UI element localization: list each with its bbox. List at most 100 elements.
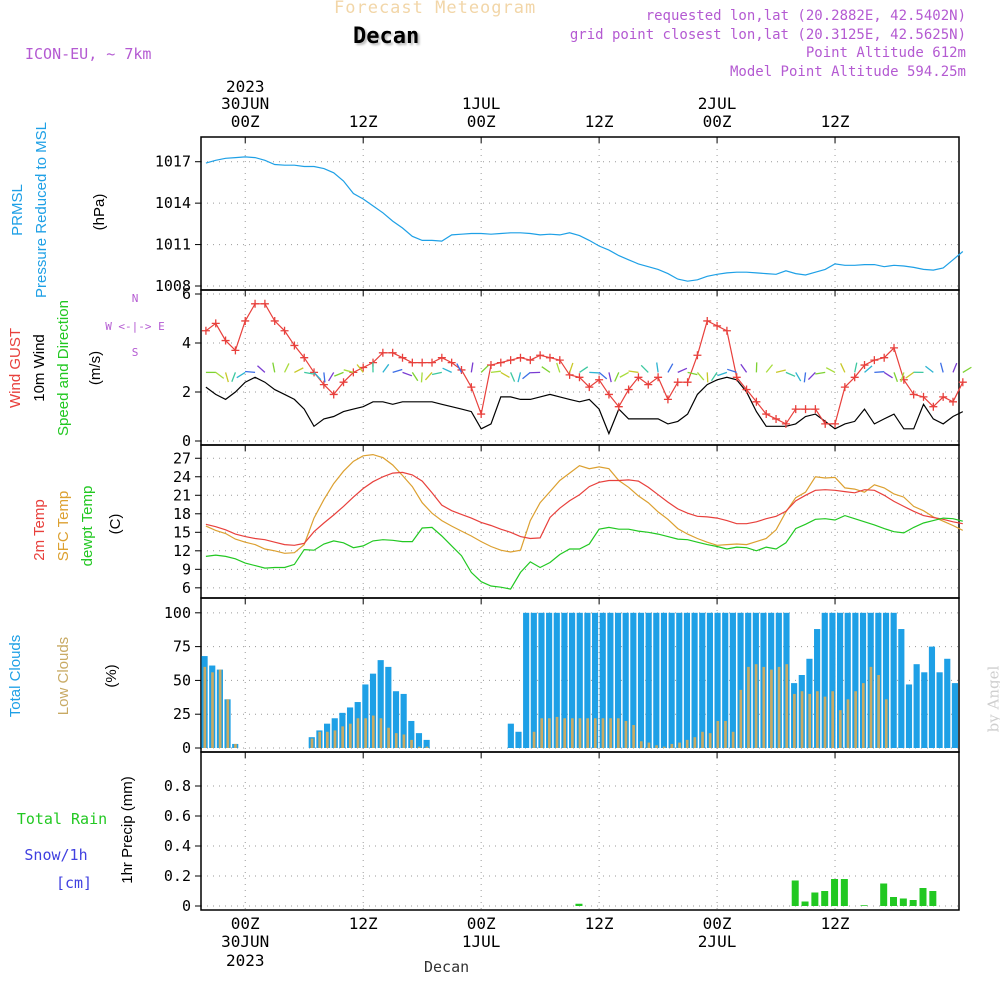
wind-arrow (411, 372, 419, 382)
wind-speed-dir-label: Speed and Direction (55, 300, 72, 436)
gust-marker (644, 380, 653, 389)
wind-arrow (470, 362, 474, 373)
gust-marker (457, 365, 466, 374)
total-cloud-bar (890, 612, 897, 748)
snow-label: Snow/1h (24, 846, 87, 864)
total-cloud-bar (898, 629, 905, 748)
gust-marker (958, 378, 967, 387)
point-altitude: Point Altitude 612m (805, 45, 966, 61)
total-cloud-bar (722, 612, 729, 748)
low-cloud-bar (639, 741, 643, 748)
snow-unit-label: [cm] (56, 874, 92, 892)
wind-arrow (424, 371, 433, 381)
total-cloud-bar (538, 612, 545, 748)
wind-arrow (431, 371, 442, 376)
low-cloud-bar (678, 742, 681, 748)
total-rain-label: Total Rain (17, 810, 107, 828)
gust-marker (732, 373, 741, 382)
temp-dewpt-label: dewpt Temp (79, 486, 96, 567)
gust-marker (673, 378, 682, 387)
compass-we: W <-|-> E (105, 320, 165, 333)
total-cloud-bar (362, 684, 369, 748)
low-cloud-bar (394, 733, 398, 748)
bottom-hour-label: 12Z (349, 914, 378, 933)
wind-arrow (765, 364, 774, 373)
low-cloud-bar (341, 726, 344, 748)
precip-bar (899, 898, 907, 906)
total-cloud-bar (637, 612, 645, 748)
total-cloud-bar (859, 612, 867, 748)
bottom-date-label: 2JUL (698, 932, 737, 951)
total-cloud-bar (392, 691, 400, 748)
gust-marker (752, 397, 761, 406)
wind-arrow (803, 372, 807, 383)
gust-marker (260, 299, 269, 308)
wind-arrow (717, 371, 728, 377)
wind-arrow (283, 363, 290, 373)
gust-marker (221, 336, 230, 345)
gust-marker (624, 385, 633, 394)
total-cloud-bar (668, 612, 675, 748)
low-cloud-bar (356, 718, 360, 748)
top-hour-label: 00Z (703, 112, 732, 131)
total-cloud-bar (814, 629, 821, 748)
gust-marker (742, 385, 751, 394)
total-cloud-bar (415, 733, 423, 748)
gust-marker (418, 358, 427, 367)
low-cloud-bar (417, 746, 421, 748)
gust-marker (870, 356, 879, 365)
wind-gust-label: Wind GUST (7, 328, 24, 408)
wind-arrow (245, 370, 256, 374)
wind-arrow (343, 369, 354, 374)
bottom-hour-label: 00Z (703, 914, 732, 933)
temp-2m-label: 2m Temp (31, 499, 48, 560)
sfc-temp-line (205, 453, 964, 554)
wind-arrow (382, 363, 390, 373)
total-cloud-bar (553, 612, 560, 748)
total-cloud-bar (706, 612, 713, 748)
total-cloud-bar (515, 731, 522, 748)
precip-bar (860, 905, 868, 906)
y-tick-label: 2 (182, 383, 191, 401)
gust-marker (821, 419, 830, 428)
top-date-label: 2JUL (698, 94, 737, 113)
y-tick-label: 75 (173, 638, 191, 656)
precip-bar (909, 900, 917, 906)
gust-marker (388, 348, 397, 357)
gust-marker (683, 378, 692, 387)
low-cloud-bar (203, 666, 207, 748)
y-tick-label: 50 (173, 671, 191, 689)
low-cloud-bar (593, 718, 597, 748)
panel-frame (200, 289, 960, 446)
low-cloud-bar (624, 720, 628, 748)
total-cloud-bar (507, 723, 514, 748)
wind-arrow (795, 372, 802, 382)
gust-marker (850, 373, 859, 382)
low-cloud-bar (777, 666, 781, 748)
pressure-line (205, 156, 964, 282)
wind-arrow (456, 363, 463, 373)
y-tick-label: 24 (173, 468, 191, 486)
total-cloud-bar (523, 612, 530, 748)
wind-arrow (598, 371, 608, 380)
wind-arrow (628, 370, 639, 374)
gust-marker (919, 392, 928, 401)
total-cloud-bar (928, 646, 936, 748)
low-cloud-bar (662, 746, 666, 748)
precip-bar (890, 897, 898, 906)
gust-marker (319, 380, 328, 389)
top-hour-label: 12Z (821, 112, 850, 131)
gust-marker (359, 363, 368, 372)
wind-arrow (236, 371, 246, 379)
gust-marker (811, 405, 820, 414)
low-cloud-bar (869, 666, 873, 748)
gust-marker (880, 353, 889, 362)
wind-arrow (522, 371, 531, 380)
top-hour-label: 00Z (231, 112, 260, 131)
gust-marker (575, 373, 584, 382)
bottom-hour-label: 00Z (231, 914, 260, 933)
total-cloud-bar (653, 612, 660, 748)
total-cloud-bar (844, 612, 851, 748)
low-cloud-bar (708, 733, 712, 748)
